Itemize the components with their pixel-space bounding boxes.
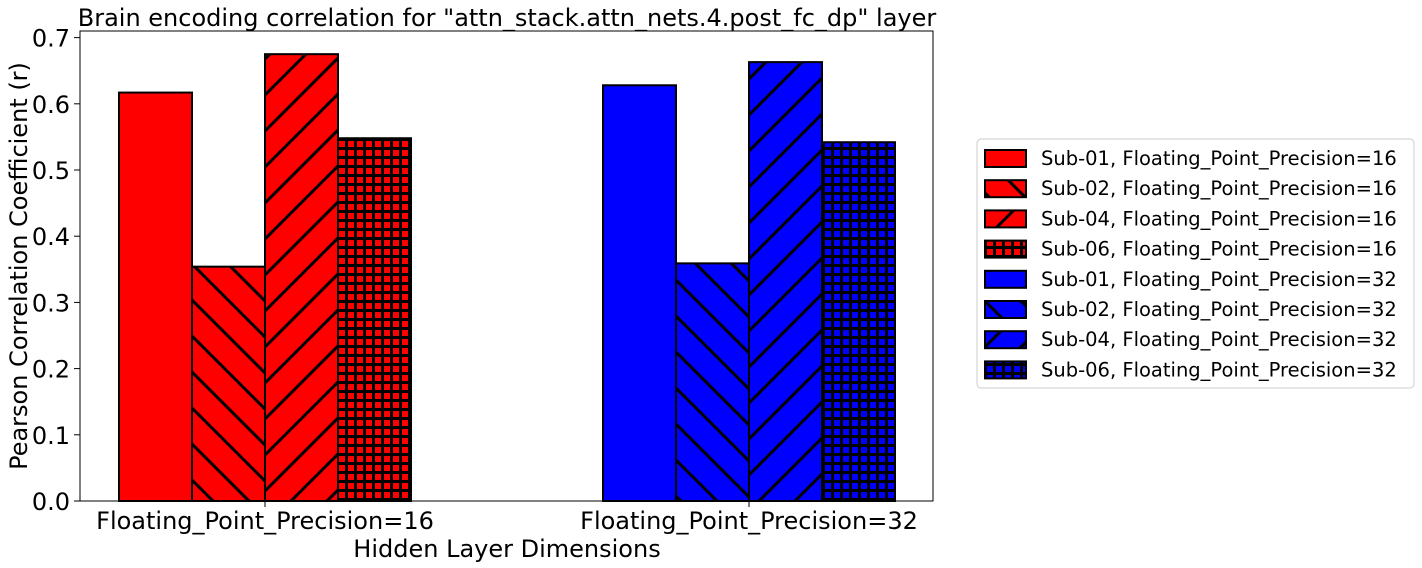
legend-entry-label: Sub-06, Floating_Point_Precision=16 — [1041, 238, 1397, 261]
legend-entry-label: Sub-02, Floating_Point_Precision=16 — [1041, 177, 1397, 200]
bar-4-hatch — [338, 138, 411, 501]
legend-frame — [976, 138, 1415, 389]
legend-swatch-hatch — [985, 210, 1026, 228]
y-tick-label: 0.5 — [32, 157, 70, 185]
y-tick-label: 0.4 — [32, 223, 70, 251]
legend-swatch-hatch — [985, 180, 1026, 198]
bar-7-hatch — [749, 62, 822, 502]
y-axis: 0.0 0.1 0.2 0.3 0.4 0.5 0.6 0.7 — [32, 25, 80, 516]
bar-2-hatch — [192, 266, 265, 501]
x-axis-label: Hidden Layer Dimensions — [353, 535, 660, 563]
y-axis-label: Pearson Correlation Coefficient (r) — [5, 62, 33, 470]
y-tick-label: 0.2 — [32, 356, 70, 384]
y-tick-label: 0.1 — [32, 422, 70, 450]
legend-entry-label: Sub-06, Floating_Point_Precision=32 — [1041, 358, 1397, 381]
bar-8-hatch — [822, 142, 895, 501]
legend: Sub-01, Floating_Point_Precision=16 Sub-0… — [976, 138, 1415, 389]
bar-3-hatch — [265, 54, 338, 502]
y-tick-label: 0.6 — [32, 91, 70, 119]
legend-entry-label: Sub-04, Floating_Point_Precision=32 — [1041, 328, 1397, 351]
legend-swatch-hatch — [985, 361, 1026, 379]
bar-6-hatch — [676, 263, 749, 501]
plot-frame — [79, 30, 934, 502]
legend-swatch-outline — [984, 209, 1027, 229]
y-tick-label: 0.3 — [32, 289, 70, 317]
bar-5-fill — [603, 85, 676, 502]
y-tick-label: 0.0 — [32, 488, 70, 516]
legend-swatch-hatch — [985, 240, 1026, 258]
legend-entry-label: Sub-01, Floating_Point_Precision=32 — [1041, 268, 1397, 291]
legend-entry-label: Sub-04, Floating_Point_Precision=16 — [1041, 207, 1397, 230]
legend-swatch-outline — [984, 330, 1027, 350]
y-tick-label: 0.7 — [32, 25, 70, 53]
legend-swatch-outline — [984, 300, 1027, 319]
legend-swatch-fill — [985, 150, 1026, 167]
legend-swatch-hatch — [985, 331, 1026, 349]
legend-swatch-outline — [984, 239, 1027, 259]
chart-title: Brain encoding correlation for "attn_sta… — [78, 4, 937, 32]
x-axis: Floating_Point_Precision=16 Floating_Poin… — [96, 501, 918, 535]
legend-swatch-outline — [984, 360, 1027, 380]
bar-1-fill — [119, 92, 192, 501]
x-tick-label: Floating_Point_Precision=16 — [96, 507, 434, 535]
legend-entry-label: Sub-02, Floating_Point_Precision=32 — [1041, 298, 1397, 321]
legend-swatch-outline — [984, 269, 1027, 289]
legend-swatch-outline — [984, 149, 1027, 168]
legend-swatch-fill — [985, 270, 1026, 288]
x-tick-label: Floating_Point_Precision=32 — [580, 507, 918, 535]
bars-layer — [118, 53, 896, 503]
legend-swatch-hatch — [985, 301, 1026, 318]
legend-swatch-outline — [984, 179, 1027, 199]
legend-entry-label: Sub-01, Floating_Point_Precision=16 — [1041, 147, 1397, 170]
